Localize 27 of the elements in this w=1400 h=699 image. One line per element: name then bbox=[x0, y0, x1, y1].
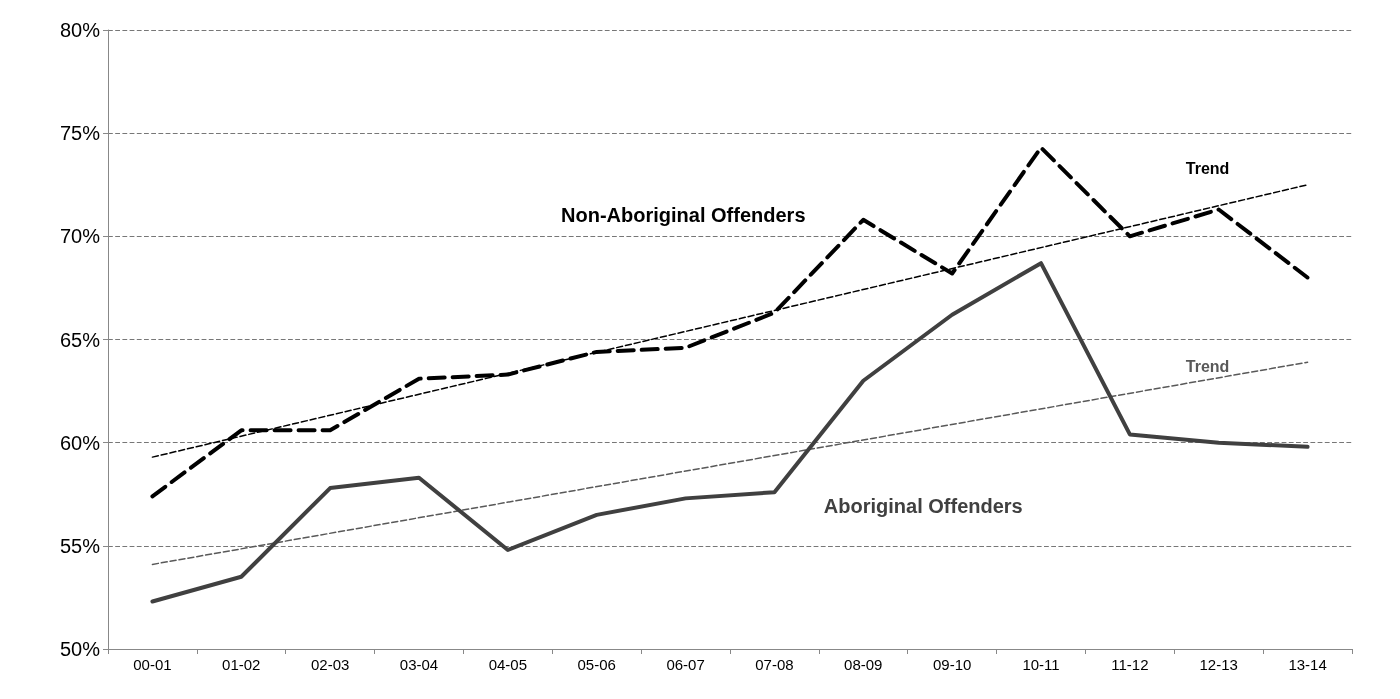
x-tick-label: 08-09 bbox=[844, 656, 883, 673]
x-tick-label: 04-05 bbox=[488, 656, 528, 673]
x-tick-label: 09-10 bbox=[932, 656, 972, 673]
x-tick-label: 12-13 bbox=[1199, 656, 1238, 673]
y-tick-label: 80% bbox=[59, 19, 101, 41]
x-tick-label: 13-14 bbox=[1288, 656, 1327, 673]
y-tick-label: 75% bbox=[59, 122, 101, 145]
x-tick-label: 02-03 bbox=[310, 656, 350, 673]
x-tick-label: 03-04 bbox=[399, 656, 439, 673]
y-tick-label: 70% bbox=[59, 225, 101, 248]
y-tick-label: 65% bbox=[59, 328, 101, 351]
series-label: Trend bbox=[1185, 357, 1230, 375]
x-tick-label: 10-11 bbox=[1022, 656, 1060, 673]
y-tick-label: 55% bbox=[59, 534, 101, 557]
x-tick-label: 01-02 bbox=[222, 656, 261, 673]
x-tick-label: 00-01 bbox=[133, 656, 172, 673]
series-label: Trend bbox=[1185, 160, 1230, 178]
y-tick-label: 60% bbox=[59, 431, 101, 454]
line-series bbox=[150, 145, 1310, 499]
x-tick-label: 11-12 bbox=[1111, 656, 1149, 673]
text: Aboriginal Offenders bbox=[823, 494, 1023, 517]
x-tick-label: 05-06 bbox=[577, 656, 616, 673]
series-label: Non-Aboriginal Offenders bbox=[561, 203, 806, 226]
x-tick-label: 07-08 bbox=[755, 656, 794, 673]
line-series bbox=[150, 261, 1310, 604]
y-tick-label: 50% bbox=[59, 638, 101, 660]
x-tick-label: 06-07 bbox=[666, 656, 705, 673]
